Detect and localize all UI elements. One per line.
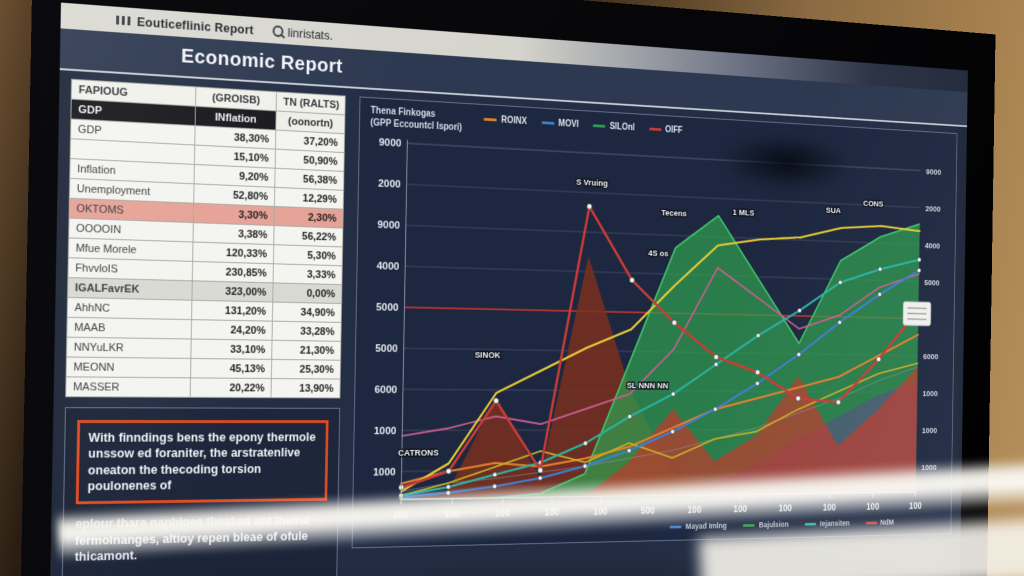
- legend-label: OIFF: [665, 125, 683, 136]
- legend-label: ROlNX: [501, 115, 527, 127]
- table-cell: 25,30%: [272, 359, 341, 379]
- legend-swatch-icon: [484, 118, 497, 122]
- legend-swatch-icon: [743, 524, 755, 527]
- legend-swatch-icon: [805, 522, 817, 525]
- table-cell: 45,13%: [190, 358, 272, 378]
- table-cell: 120,33%: [192, 242, 274, 264]
- table-row[interactable]: MASSER 20,22% 13,90%: [66, 377, 341, 398]
- tab-title[interactable]: Eouticeflinic Report: [137, 14, 254, 37]
- svg-text:1 MLS: 1 MLS: [733, 208, 755, 218]
- svg-text:1000: 1000: [923, 389, 938, 398]
- search-icon: [272, 25, 283, 37]
- svg-text:2000: 2000: [378, 178, 401, 190]
- svg-text:9000: 9000: [379, 137, 402, 149]
- table-cell: 21,30%: [272, 340, 341, 360]
- svg-text:9000: 9000: [926, 167, 941, 177]
- svg-text:1000: 1000: [374, 426, 397, 437]
- photo-stage: Eouticeflinic Report linristats. Economi…: [0, 0, 1024, 576]
- table-cell: 33,10%: [190, 339, 272, 359]
- legend-item[interactable]: Iejansiten: [805, 519, 850, 529]
- legend-item[interactable]: ROlNX: [484, 114, 527, 127]
- chart-legend-top: ROlNX MOVl SlLOnl OIFF: [484, 114, 683, 136]
- svg-text:S Vruing: S Vruing: [576, 178, 608, 189]
- left-column: FAPIOUG (GROISB) TN (RALTS) GDP INflation (oo…: [62, 79, 345, 555]
- svg-text:5000: 5000: [376, 302, 399, 314]
- legend-label: Bajulsion: [759, 520, 789, 529]
- legend-swatch-icon: [865, 521, 876, 524]
- svg-text:4000: 4000: [377, 261, 400, 273]
- search-label: linristats.: [288, 25, 333, 43]
- legend-label: Iejansiten: [820, 519, 850, 528]
- economic-chart: 9000200090004000500050006000100010000001…: [363, 129, 948, 525]
- table-row[interactable]: MEONN 45,13% 25,30%: [66, 357, 341, 379]
- svg-text:6000: 6000: [374, 384, 397, 395]
- table-cell: 3,38%: [193, 223, 275, 245]
- legend-label: SlLOnl: [610, 122, 635, 133]
- page-title: Economic Report: [181, 45, 343, 79]
- tab-controls-icon[interactable]: [116, 15, 130, 25]
- table-cell: 323,00%: [192, 281, 274, 302]
- legend-item[interactable]: NdM: [865, 518, 894, 527]
- table-cell: 20,22%: [190, 378, 272, 398]
- svg-text:1000: 1000: [922, 426, 937, 435]
- legend-label: NdM: [880, 518, 894, 527]
- table-cell: 34,90%: [273, 302, 342, 322]
- legend-item[interactable]: SlLOnl: [593, 121, 635, 133]
- legend-item[interactable]: OIFF: [649, 124, 683, 136]
- svg-text:SL NNN NN: SL NNN NN: [627, 381, 669, 391]
- svg-text:CONS: CONS: [863, 199, 883, 209]
- table-cell: MASSER: [66, 377, 190, 397]
- legend-swatch-icon: [541, 121, 554, 124]
- svg-text:5000: 5000: [924, 278, 939, 288]
- highlighted-note: With finndings bens the epony thermole u…: [76, 420, 329, 504]
- table-cell: 13,90%: [271, 379, 340, 398]
- table-cell: 2,30%: [274, 206, 343, 228]
- svg-text:4000: 4000: [925, 241, 940, 251]
- svg-text:9000: 9000: [377, 219, 400, 231]
- table-cell: MEONN: [66, 357, 190, 378]
- svg-text:1000: 1000: [373, 467, 396, 478]
- table-cell: MAAB: [67, 317, 191, 339]
- table-cell: IGALFavrEK: [68, 278, 192, 301]
- svg-text:SINOK: SINOK: [475, 351, 501, 361]
- svg-text:4S os: 4S os: [648, 249, 668, 259]
- svg-text:SUA: SUA: [826, 206, 841, 216]
- economic-table: FAPIOUG (GROISB) TN (RALTS) GDP INflation (oo…: [65, 79, 346, 399]
- legend-swatch-icon: [593, 124, 606, 127]
- table-cell: 0,00%: [273, 283, 342, 304]
- svg-text:Tecens: Tecens: [661, 208, 687, 219]
- table-cell: 131,20%: [191, 300, 273, 321]
- search-control[interactable]: linristats.: [272, 24, 333, 43]
- legend-swatch-icon: [649, 128, 661, 131]
- table-body: GDP 38,30% 37,20% 15,10% 50,90% Inflation 9,20…: [66, 119, 345, 398]
- svg-text:CATRONS: CATRONS: [398, 448, 439, 458]
- table-cell: 24,20%: [191, 320, 273, 341]
- table-cell: AhhNC: [67, 297, 191, 319]
- table-cell: 56,22%: [274, 226, 343, 247]
- svg-text:5000: 5000: [375, 343, 398, 354]
- table-cell: 230,85%: [192, 261, 274, 283]
- legend-item[interactable]: MOVl: [541, 118, 578, 130]
- table-cell: 5,30%: [274, 245, 343, 266]
- svg-text:6000: 6000: [923, 352, 938, 361]
- table-cell: 33,28%: [272, 321, 341, 341]
- table-cell: 3,33%: [273, 264, 342, 285]
- table-cell: NNYuLKR: [66, 337, 190, 358]
- legend-label: MOVl: [558, 119, 579, 130]
- svg-text:2000: 2000: [925, 204, 940, 214]
